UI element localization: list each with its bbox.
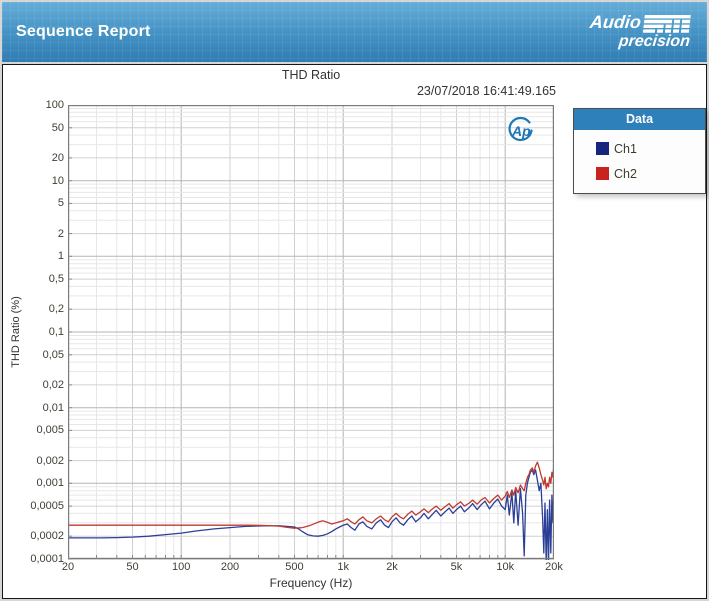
y-tick-label: 0,01 — [42, 401, 64, 414]
legend-box: Data Ch1 Ch2 — [573, 108, 706, 194]
y-tick-label: 0,002 — [36, 454, 64, 467]
legend-swatch — [596, 167, 609, 180]
y-tick-label: 20 — [51, 151, 64, 164]
y-tick-label: 1 — [57, 250, 64, 263]
logo-text-precision: precision — [617, 33, 691, 50]
y-tick-label: 0,02 — [42, 378, 64, 391]
y-tick-label: 0,0001 — [30, 553, 64, 565]
logo-text-audio: Audio — [588, 12, 643, 32]
thd-ratio-plot: Ap — [68, 105, 554, 560]
ap-watermark-icon: Ap — [508, 116, 533, 142]
legend-swatch — [596, 142, 609, 155]
y-tick-label: 100 — [45, 99, 64, 111]
y-tick-label: 0,5 — [48, 273, 64, 286]
x-tick-label: 50 — [126, 561, 139, 573]
y-tick-label: 0,0002 — [30, 530, 64, 543]
x-tick-label: 20 — [61, 561, 75, 573]
chart-title: THD Ratio — [281, 68, 341, 82]
x-tick-label: 10k — [496, 561, 515, 573]
y-tick-label: 0,05 — [42, 348, 64, 361]
x-tick-label: 500 — [285, 561, 304, 573]
legend-items: Ch1 Ch2 — [574, 130, 705, 193]
x-tick-label: 5k — [450, 561, 463, 573]
y-tick-label: 0,1 — [48, 326, 64, 338]
series-line-ch2 — [68, 461, 554, 529]
x-axis-title: Frequency (Hz) — [269, 576, 353, 590]
x-tick-label: 20k — [545, 561, 563, 573]
page-title: Sequence Report — [16, 23, 151, 40]
y-tick-label: 50 — [51, 121, 64, 134]
legend-label: Ch1 — [614, 141, 637, 156]
report-timestamp: 23/07/2018 16:41:49.165 — [416, 84, 556, 98]
x-tick-label: 1k — [337, 561, 350, 573]
legend-item: Ch2 — [596, 161, 699, 186]
banner-texture — [2, 2, 707, 62]
x-tick-label: 100 — [172, 561, 191, 573]
legend-title: Data — [574, 109, 705, 130]
y-tick-label: 5 — [57, 197, 64, 210]
svg-text:Ap: Ap — [511, 123, 531, 139]
legend-item: Ch1 — [596, 136, 699, 161]
y-tick-label: 2 — [57, 227, 64, 240]
y-tick-label: 0,001 — [36, 477, 64, 490]
y-tick-label: 0,0005 — [30, 500, 64, 513]
legend-label: Ch2 — [614, 166, 637, 181]
x-tick-label: 200 — [220, 561, 240, 573]
y-axis-title: THD Ratio (%) — [10, 296, 22, 368]
x-tick-label: 2k — [386, 561, 398, 573]
y-tick-label: 0,2 — [48, 303, 64, 316]
y-tick-label: 0,005 — [36, 424, 64, 437]
audio-precision-logo: Audio precision — [587, 12, 693, 50]
y-tick-label: 10 — [51, 174, 64, 187]
series-line-ch1 — [68, 469, 554, 560]
header-banner: Sequence Report Audio precision — [2, 2, 707, 62]
logo-bars-icon — [642, 15, 691, 33]
